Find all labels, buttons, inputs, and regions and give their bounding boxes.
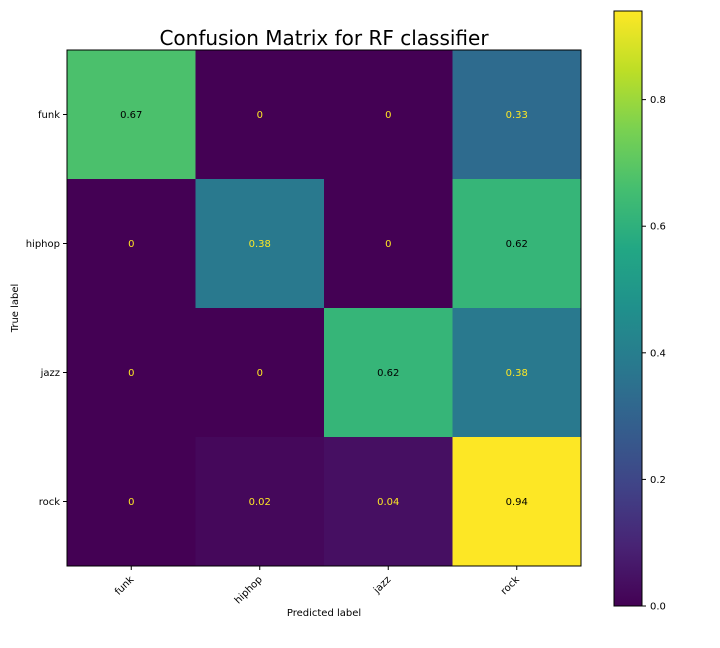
matrix-cell <box>67 437 196 567</box>
matrix-cell <box>67 179 196 309</box>
cell-value-label: 0.67 <box>120 110 142 121</box>
matrix-cell <box>452 179 582 309</box>
matrix-cell <box>324 437 453 567</box>
cell-value-label: 0.38 <box>506 368 528 379</box>
colorbar-ticks: 0.0 0.2 0.4 0.6 0.8 <box>642 95 666 613</box>
cell-value-label: 0 <box>128 368 134 379</box>
y-tick-label: hiphop <box>26 239 60 250</box>
matrix-cell <box>195 308 325 438</box>
cell-value-label: 0.02 <box>249 497 271 508</box>
y-axis-title: True label <box>10 284 21 334</box>
y-axis-ticks: funk hiphop jazz rock <box>26 110 67 508</box>
matrix-cell <box>452 50 582 180</box>
colorbar-tick-label: 0.6 <box>650 222 666 233</box>
matrix-cell <box>195 437 325 567</box>
colorbar-tick-label: 0.4 <box>650 348 666 359</box>
colorbar: 0.0 0.2 0.4 0.6 0.8 <box>613 10 666 613</box>
cell-value-label: 0 <box>128 239 134 250</box>
matrix-cell <box>67 308 196 438</box>
y-tick-label: jazz <box>40 368 60 379</box>
matrix-cell <box>452 437 582 567</box>
matrix-cell <box>324 179 453 309</box>
colorbar-tick-label: 0.2 <box>650 475 666 486</box>
colorbar-gradient <box>613 10 643 607</box>
x-axis-title: Predicted label <box>287 608 361 619</box>
cell-value-label: 0 <box>128 497 134 508</box>
matrix-cell <box>324 50 453 180</box>
cell-value-label: 0 <box>385 239 391 250</box>
x-tick-label: rock <box>499 574 522 597</box>
matrix-cell <box>452 308 582 438</box>
cell-value-label: 0.04 <box>377 497 399 508</box>
matrix-cell <box>195 50 325 180</box>
matrix-cell <box>67 50 196 180</box>
cell-value-label: 0 <box>257 368 263 379</box>
colorbar-tick-label: 0.8 <box>650 95 666 106</box>
cell-value-label: 0.94 <box>506 497 528 508</box>
x-tick-label: jazz <box>371 574 393 596</box>
x-axis-ticks: funk hiphop jazz rock <box>113 566 522 606</box>
colorbar-tick-label: 0.0 <box>650 602 666 613</box>
cell-value-label: 0.62 <box>506 239 528 250</box>
x-tick-label: funk <box>113 574 136 597</box>
cell-value-label: 0 <box>257 110 263 121</box>
cell-value-label: 0.38 <box>249 239 271 250</box>
y-tick-label: rock <box>39 497 61 508</box>
x-tick-label: hiphop <box>233 574 265 606</box>
cell-value-label: 0.33 <box>506 110 528 121</box>
matrix-cell <box>324 308 453 438</box>
plot-frame <box>66 49 582 567</box>
matrix-cell <box>195 179 325 309</box>
cell-value-label: 0 <box>385 110 391 121</box>
cell-value-label: 0.62 <box>377 368 399 379</box>
matrix-cells: 0.67 0 0 0.33 0 0.38 0 0.62 0 0 0.62 0.38 0 0.02 0.04 0… <box>67 50 582 567</box>
y-tick-label: funk <box>38 110 60 121</box>
chart-title: Confusion Matrix for RF classifier <box>159 26 489 50</box>
